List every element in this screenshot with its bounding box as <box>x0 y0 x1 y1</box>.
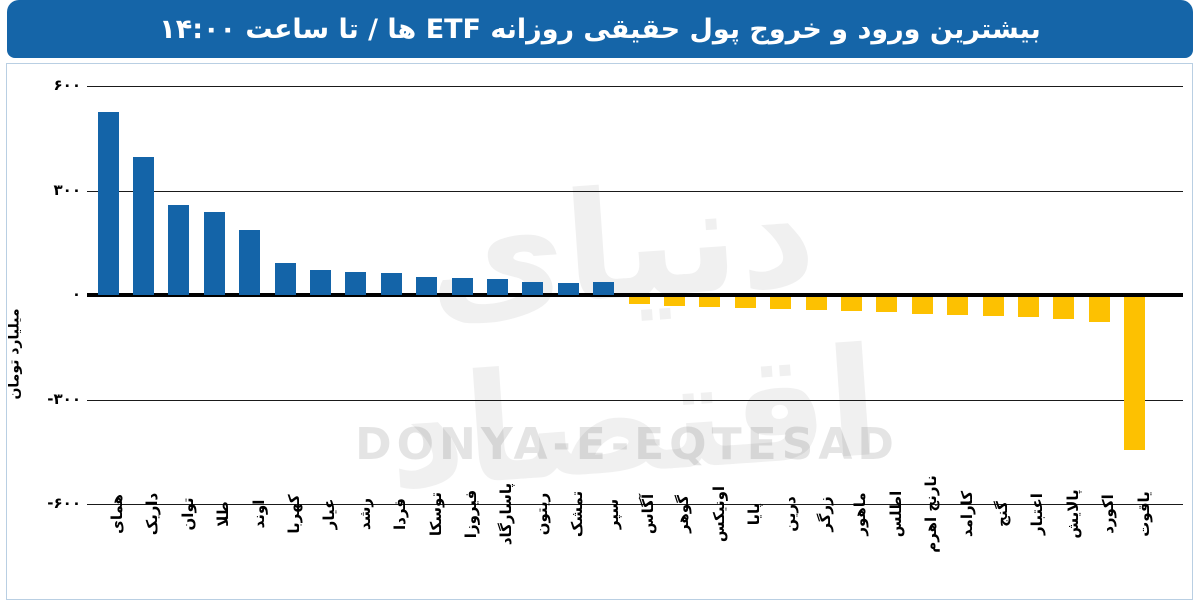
x-label-14: سپر <box>603 498 622 530</box>
x-label-9: توسکا <box>426 491 445 537</box>
x-label-4: اوند <box>249 499 268 529</box>
outflow-bar-پالایش <box>1053 297 1075 320</box>
x-label-21: ماهور <box>851 492 870 536</box>
x-label-11: پاسارگاد <box>497 482 516 546</box>
gridline-300 <box>87 190 1183 192</box>
outflow-bar-درین <box>770 297 792 309</box>
x-label-12: ریتون <box>532 492 551 536</box>
outflow-bar-نارنج اهرم <box>911 297 933 314</box>
inflow-bar-توان <box>168 205 190 295</box>
x-label-26: اعتبار <box>1028 493 1047 535</box>
outflow-bar-پایا <box>734 297 756 308</box>
gridline--300 <box>87 399 1183 401</box>
chart-panel: دنیای اقتصاد DONYA-E-EQTESAD ۶۰۰ ۳۰۰ ۰ -۳۰۰… <box>6 63 1193 600</box>
x-label-23: نارنج اهرم <box>922 475 941 553</box>
watermark-latin: DONYA-E-EQTESAD <box>355 419 899 470</box>
chart-title-bar: بیشترین ورود و خروج پول حقیقی روزانه ETF… <box>7 0 1193 58</box>
chart-title: بیشترین ورود و خروج پول حقیقی روزانه ETF… <box>159 13 1041 45</box>
y-axis-label-wrap: میلیارد تومان <box>5 294 25 414</box>
inflow-bar-اوند <box>239 229 261 295</box>
inflow-bar-سپر <box>593 281 615 295</box>
y-tick-0: ۰ <box>71 285 81 303</box>
outflow-bar-زرگر <box>805 297 827 310</box>
x-label-1: داریک <box>143 492 162 536</box>
y-tick--600: -۶۰۰ <box>47 494 81 512</box>
x-label-3: طلا <box>214 501 233 527</box>
outflow-bar-ماهور <box>840 297 862 311</box>
inflow-bar-داریک <box>132 157 154 295</box>
outflow-bar-گوهر <box>663 297 685 306</box>
outflow-bar-کارامد <box>947 297 969 316</box>
outflow-bar-یاقوت <box>1124 297 1146 451</box>
x-label-18: پایا <box>745 502 764 526</box>
outflow-bar-اعتبار <box>1017 297 1039 318</box>
x-label-20: زرگر <box>816 496 834 532</box>
outflow-bar-اونیکس <box>699 297 721 307</box>
x-label-16: گوهر <box>674 495 693 533</box>
inflow-bar-رشد <box>345 272 367 295</box>
x-label-6: عیار <box>320 498 339 530</box>
x-label-28: اکورد <box>1099 494 1118 534</box>
outflow-bar-اطلس <box>876 297 898 312</box>
y-tick-600: ۶۰۰ <box>53 76 81 94</box>
inflow-bar-فیروزا <box>451 277 473 295</box>
x-label-29: یاقوت <box>1134 491 1153 537</box>
x-label-15: آگاس <box>639 493 657 535</box>
x-label-17: اونیکس <box>709 485 728 543</box>
inflow-bar-طلا <box>203 212 225 295</box>
x-label-13: تمشک <box>568 490 587 538</box>
outflow-bar-اکورد <box>1088 297 1110 323</box>
gridline-600 <box>87 86 1183 87</box>
x-label-8: فردا <box>391 498 410 530</box>
x-label-10: فیروزا <box>462 489 480 539</box>
x-label-0: همای <box>108 494 126 534</box>
x-label-2: توان <box>178 497 197 531</box>
x-label-27: پالایش <box>1063 489 1082 539</box>
inflow-bar-توسکا <box>416 276 438 295</box>
y-tick-300: ۳۰۰ <box>53 180 81 199</box>
x-label-22: اطلس <box>886 490 905 538</box>
x-label-5: کهربا <box>285 494 303 534</box>
x-label-7: رشد <box>355 497 374 531</box>
inflow-bar-عیار <box>309 269 331 295</box>
inflow-bar-تمشک <box>557 283 579 295</box>
watermark-persian: دنیای اقتصاد <box>381 145 885 524</box>
outflow-bar-آگاس <box>628 297 650 304</box>
inflow-bar-ریتون <box>522 282 544 295</box>
y-tick--300: -۳۰۰ <box>47 389 81 408</box>
inflow-bar-پاسارگاد <box>486 278 508 295</box>
plot-area: دنیای اقتصاد DONYA-E-EQTESAD ۶۰۰ ۳۰۰ ۰ -۳۰۰… <box>7 64 1192 599</box>
inflow-bar-فردا <box>380 273 402 295</box>
y-axis-label: میلیارد تومان <box>7 308 24 400</box>
x-label-25: گنج <box>993 501 1011 527</box>
outflow-bar-گنج <box>982 297 1004 317</box>
gridline--600 <box>87 504 1183 505</box>
inflow-bar-همای <box>97 112 119 295</box>
inflow-bar-کهربا <box>274 263 296 295</box>
x-label-19: درین <box>780 496 799 532</box>
x-label-24: کارامد <box>957 490 976 538</box>
zero-axis-line <box>87 293 1183 297</box>
